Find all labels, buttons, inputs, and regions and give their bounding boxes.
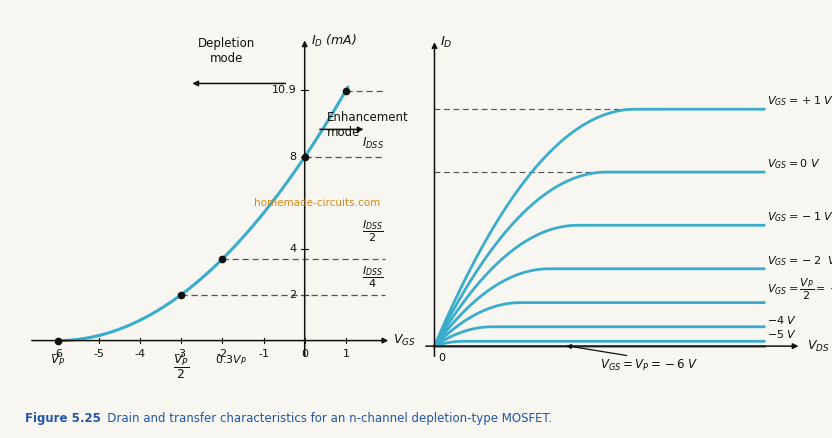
Text: $\dfrac{I_{DSS}}{2}$: $\dfrac{I_{DSS}}{2}$ bbox=[362, 219, 384, 244]
Text: Drain and transfer characteristics for an n-channel depletion-type MOSFET.: Drain and transfer characteristics for a… bbox=[96, 412, 552, 425]
Text: -3: -3 bbox=[176, 349, 186, 359]
Text: $\dfrac{V_P}{2}$: $\dfrac{V_P}{2}$ bbox=[173, 353, 190, 381]
Text: 8: 8 bbox=[290, 152, 296, 162]
Text: Figure 5.25: Figure 5.25 bbox=[25, 412, 101, 425]
Text: 1: 1 bbox=[342, 349, 349, 359]
Text: 0: 0 bbox=[438, 353, 445, 363]
Text: -6: -6 bbox=[52, 349, 63, 359]
Text: -5: -5 bbox=[93, 349, 105, 359]
Text: -4: -4 bbox=[135, 349, 146, 359]
Text: $I_D$ (mA): $I_D$ (mA) bbox=[311, 33, 357, 49]
Text: $V_P$: $V_P$ bbox=[51, 353, 66, 368]
Text: $V_{GS}$: $V_{GS}$ bbox=[394, 333, 416, 348]
Text: Depletion
mode: Depletion mode bbox=[198, 37, 255, 65]
Text: -1: -1 bbox=[258, 349, 269, 359]
Text: Enhancement
mode: Enhancement mode bbox=[327, 111, 409, 139]
Text: 10.9: 10.9 bbox=[272, 85, 296, 95]
Text: $V_{GS}=-1$ V: $V_{GS}=-1$ V bbox=[767, 210, 832, 224]
Text: $-4$ V: $-4$ V bbox=[767, 314, 797, 326]
Text: $\dfrac{I_{DSS}}{4}$: $\dfrac{I_{DSS}}{4}$ bbox=[362, 265, 384, 290]
Text: 2: 2 bbox=[290, 290, 296, 300]
Text: 0: 0 bbox=[301, 349, 308, 359]
Text: $V_{GS}=\dfrac{V_P}{2}=-3$ V: $V_{GS}=\dfrac{V_P}{2}=-3$ V bbox=[767, 276, 832, 301]
Text: $0.3V_P$: $0.3V_P$ bbox=[215, 353, 246, 367]
Text: $V_{DS}$: $V_{DS}$ bbox=[807, 339, 830, 353]
Text: $V_{GS}=0$ V: $V_{GS}=0$ V bbox=[767, 157, 820, 171]
Text: $V_{GS}=+1$ V: $V_{GS}=+1$ V bbox=[767, 94, 832, 108]
Text: $V_{GS}=-2$  V: $V_{GS}=-2$ V bbox=[767, 254, 832, 268]
Text: -2: -2 bbox=[217, 349, 228, 359]
Text: $I_{DSS}$: $I_{DSS}$ bbox=[362, 136, 384, 151]
Text: homemade-circuits.com: homemade-circuits.com bbox=[254, 198, 380, 208]
Text: $-5$ V: $-5$ V bbox=[767, 328, 797, 340]
Text: 4: 4 bbox=[290, 244, 296, 254]
Text: $I_D$: $I_D$ bbox=[440, 35, 453, 50]
Text: $V_{GS}=V_P=-6$ V: $V_{GS}=V_P=-6$ V bbox=[600, 358, 699, 373]
